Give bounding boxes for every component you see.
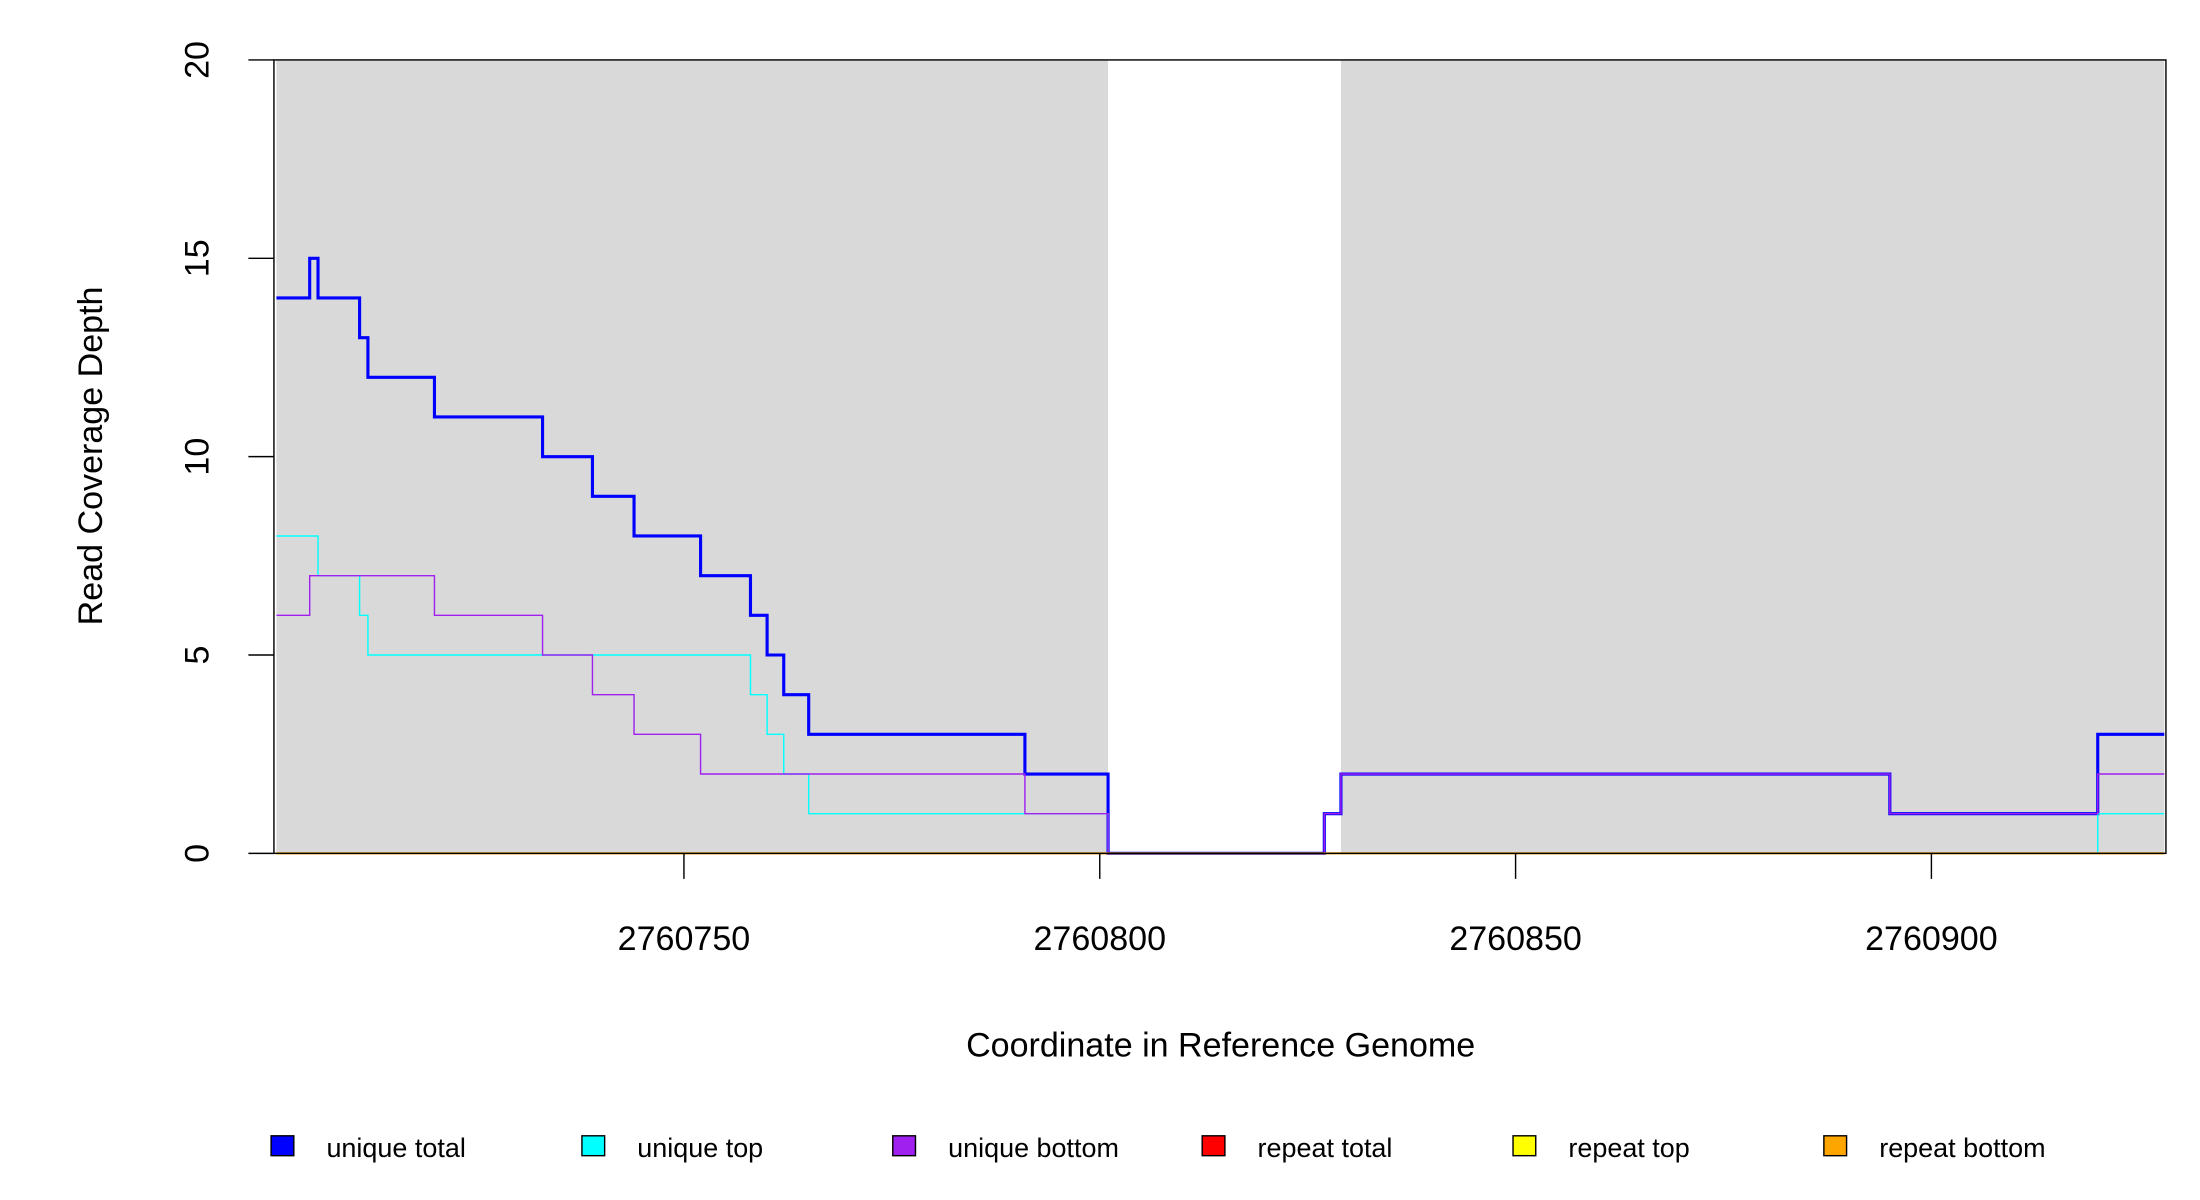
y-tick-label: 10 [179, 438, 217, 476]
axes: 2760750 2760800 2760850 2760900 0 5 10 15 20 [179, 41, 1998, 958]
x-tick-label: 2760800 [1033, 920, 1166, 958]
legend-label: unique top [637, 1133, 763, 1163]
legend-label: repeat total [1258, 1133, 1393, 1163]
legend-swatch [892, 1135, 917, 1157]
legend-swatch [1512, 1135, 1537, 1157]
x-tick-label: 2760750 [618, 920, 751, 958]
legend-swatch [1201, 1135, 1226, 1157]
legend-swatch [1823, 1135, 1848, 1157]
legend-swatch [581, 1135, 606, 1157]
shaded-region [276, 59, 1109, 854]
y-tick-label: 5 [179, 646, 217, 665]
x-tick-label: 2760850 [1449, 920, 1582, 958]
series-line-unique-bottom [276, 574, 2165, 855]
x-axis-title: Coordinate in Reference Genome [966, 1026, 1475, 1064]
y-axis-title: Read Coverage Depth [72, 287, 110, 626]
y-tick-label: 0 [179, 844, 217, 863]
y-tick-label: 20 [179, 41, 217, 79]
shaded-region [1340, 59, 2165, 854]
shaded-regions [276, 59, 2165, 854]
legend-label: repeat top [1568, 1133, 1689, 1163]
legend-label: unique total [326, 1133, 465, 1163]
x-tick-label: 2760900 [1865, 920, 1998, 958]
y-tick-label: 15 [179, 239, 217, 277]
legend: unique total unique top unique bottom repea… [270, 1133, 2046, 1163]
legend-label: repeat bottom [1879, 1133, 2045, 1163]
legend-swatch [270, 1135, 295, 1157]
legend-label: unique bottom [948, 1133, 1119, 1163]
